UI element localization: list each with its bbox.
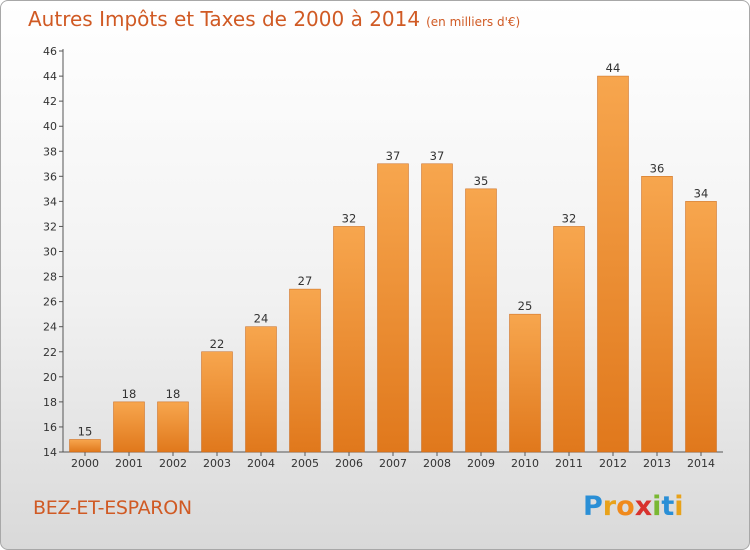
data-label-2011: 32 [562,211,577,225]
x-tick-label-2013: 2013 [643,457,671,470]
x-tick-label-2008: 2008 [423,457,451,470]
logo-letter: i [674,491,684,522]
x-tick-label-2011: 2011 [555,457,583,470]
data-label-2013: 36 [650,161,665,175]
bar-2009 [465,188,497,453]
bar-2013 [641,176,673,453]
logo-letter: x [634,491,653,522]
y-tick-label: 14 [43,446,57,459]
data-label-2010: 25 [518,299,533,313]
commune-name: BEZ-ET-ESPARON [33,497,192,519]
y-tick-label: 38 [43,145,57,158]
y-tick-label: 44 [43,70,57,83]
data-label-2008: 37 [430,149,445,163]
chart-subtitle: (en milliers d'€) [426,15,521,29]
y-tick-label: 42 [43,95,57,108]
proxiti-logo: Proxiti [583,491,684,522]
bar-2007 [377,163,409,453]
bar-2005 [289,288,321,453]
x-tick-label-2006: 2006 [335,457,363,470]
bar-2004 [245,326,277,453]
y-tick-label: 18 [43,396,57,409]
data-label-2009: 35 [474,174,489,188]
y-tick-label: 24 [43,321,57,334]
bar-2010 [509,313,541,453]
x-tick-label-2003: 2003 [203,457,231,470]
x-tick-label-2001: 2001 [115,457,143,470]
data-label-2012: 44 [606,61,621,75]
data-label-2007: 37 [386,149,401,163]
data-label-2001: 18 [122,387,137,401]
x-tick-label-2004: 2004 [247,457,275,470]
y-tick-label: 32 [43,220,57,233]
logo-letter: t [661,491,675,522]
data-label-2003: 22 [210,337,225,351]
bar-2008 [421,163,453,453]
bar-2002 [157,401,189,453]
y-tick-label: 26 [43,296,57,309]
y-tick-label: 30 [43,246,57,259]
y-axis: 14 16 18 20 22 24 26 28 30 32 34 36 38 40 42 44 46 [43,45,64,459]
data-label-2005: 27 [298,274,313,288]
y-tick-label: 20 [43,371,57,384]
x-tick-label-2000: 2000 [71,457,99,470]
y-tick-label: 22 [43,346,57,359]
y-tick-label: 46 [43,45,57,58]
data-label-2004: 24 [254,312,269,326]
bar-2012 [597,75,629,453]
logo-letter: P [583,491,603,522]
bar-2000 [69,439,101,453]
y-tick-label: 40 [43,120,57,133]
data-label-2014: 34 [694,186,709,200]
bar-2003 [201,351,233,453]
x-tick-label-2010: 2010 [511,457,539,470]
y-tick-label: 34 [43,195,57,208]
y-tick-label: 36 [43,170,57,183]
logo-letter: o [616,491,635,522]
data-label-2006: 32 [342,211,357,225]
y-tick-label: 16 [43,421,57,434]
x-tick-label-2007: 2007 [379,457,407,470]
bars [69,75,717,453]
logo-letter: r [602,491,617,522]
chart-title: Autres Impôts et Taxes de 2000 à 2014 (en… [28,7,520,31]
bar-2011 [553,226,585,453]
bar-2006 [333,226,365,453]
y-tick-label: 28 [43,271,57,284]
data-labels: 15 18 18 22 24 27 32 37 37 35 25 32 44 36 34 [78,61,709,438]
x-axis: 2000 2001 2002 2003 2004 2005 2006 2007 2008 2009… [63,451,723,470]
logo-letter: i [652,491,662,522]
bar-2014 [685,201,717,453]
data-label-2000: 15 [78,424,93,438]
x-tick-label-2005: 2005 [291,457,319,470]
x-tick-label-2009: 2009 [467,457,495,470]
x-tick-label-2012: 2012 [599,457,627,470]
x-tick-label-2002: 2002 [159,457,187,470]
data-label-2002: 18 [166,387,181,401]
chart-title-text: Autres Impôts et Taxes de 2000 à 2014 [28,7,421,31]
bar-2001 [113,401,145,453]
x-tick-label-2014: 2014 [687,457,715,470]
